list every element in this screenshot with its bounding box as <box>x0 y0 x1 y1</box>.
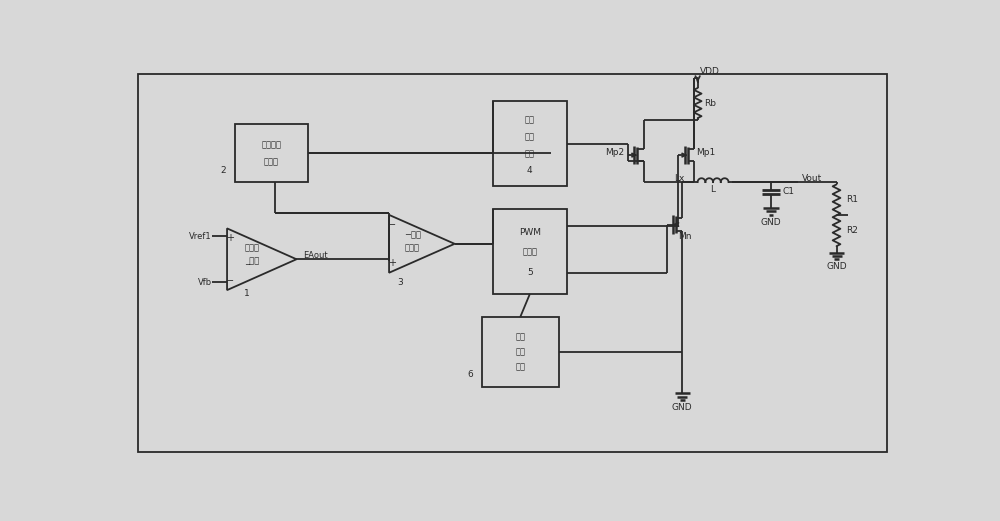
Text: 电路: 电路 <box>515 363 525 371</box>
Text: Vref1: Vref1 <box>189 232 212 241</box>
Text: R2: R2 <box>846 226 858 235</box>
Text: −: − <box>388 219 396 230</box>
Text: 5: 5 <box>527 268 533 277</box>
Text: 6: 6 <box>467 370 473 379</box>
Text: 比较器: 比较器 <box>405 243 420 252</box>
Text: Mn: Mn <box>678 232 692 241</box>
Text: 产生器: 产生器 <box>264 157 279 166</box>
Text: Vfb: Vfb <box>197 278 212 287</box>
Text: 4: 4 <box>527 166 533 175</box>
Text: GND: GND <box>761 218 781 227</box>
Bar <box>482 317 559 387</box>
Text: +: + <box>388 258 396 268</box>
Text: PWM: PWM <box>519 228 541 238</box>
Bar <box>235 124 308 182</box>
Text: −第一: −第一 <box>404 230 421 239</box>
Text: 补偿: 补偿 <box>525 132 535 141</box>
Text: Rb: Rb <box>704 98 716 107</box>
Text: 时钟信号: 时钟信号 <box>261 140 281 149</box>
Bar <box>493 101 567 186</box>
Text: _大器: _大器 <box>245 256 259 265</box>
Text: 检测: 检测 <box>525 115 535 125</box>
Text: 1: 1 <box>243 290 249 299</box>
Text: L: L <box>711 185 716 194</box>
Text: Mp1: Mp1 <box>696 147 715 156</box>
Text: 过零: 过零 <box>515 332 525 341</box>
Text: GND: GND <box>672 403 693 412</box>
Text: Lx: Lx <box>674 173 685 183</box>
Text: +: + <box>226 233 234 243</box>
Text: GND: GND <box>826 263 847 271</box>
Text: VDD: VDD <box>700 67 720 76</box>
Text: 控制器: 控制器 <box>522 247 537 256</box>
Text: 检测: 检测 <box>515 348 525 356</box>
Text: R1: R1 <box>846 195 858 204</box>
Text: −: − <box>226 276 234 286</box>
Text: EAout: EAout <box>303 251 327 260</box>
Text: 单元: 单元 <box>525 149 535 158</box>
Bar <box>493 209 567 294</box>
Text: Vout: Vout <box>802 173 822 183</box>
Text: C1: C1 <box>783 187 795 196</box>
Text: 3: 3 <box>398 278 404 287</box>
Text: 2: 2 <box>220 166 226 175</box>
Text: 误差放: 误差放 <box>244 243 259 252</box>
Text: Mp2: Mp2 <box>605 147 624 156</box>
